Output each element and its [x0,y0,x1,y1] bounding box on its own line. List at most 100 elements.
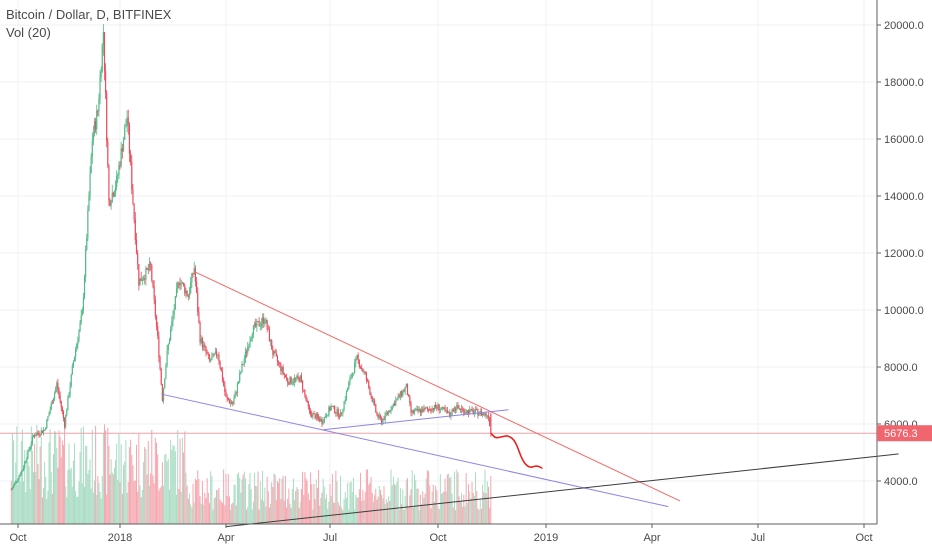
candle-body [168,340,171,345]
volume-bar [364,492,366,524]
candle-body [77,340,79,344]
candle-body [102,32,104,45]
volume-bar [490,476,492,524]
volume-bar [65,486,67,524]
candle-body [44,429,46,431]
volume-bar [276,480,278,524]
candle-body [213,353,215,355]
volume-bar [430,508,432,524]
volume-bar [453,471,455,524]
volume-bar [160,486,162,524]
volume-bar [240,492,242,524]
volume-bar [315,479,317,524]
volume-bar [184,431,186,524]
candle-body [122,139,125,152]
candle-body [447,412,450,414]
volume-bar [231,504,233,524]
volume-bar [50,472,52,524]
volume-bar [186,485,188,524]
volume-bar [409,495,411,524]
volume-bar [157,454,159,524]
volume-bar [487,486,489,524]
volume-bar [307,493,309,524]
volume-bar [259,481,261,524]
candle-body [453,408,456,412]
candle-body [47,416,49,420]
volume-bar [302,471,304,524]
candle-body [261,317,264,324]
volume-bar [244,478,246,524]
candle-body [342,409,344,414]
volume-bar [308,500,310,524]
volume-bar [19,481,21,524]
volume-bar [242,474,244,524]
candle-body [241,363,243,372]
candle-body [348,382,350,389]
candle-body [456,404,458,410]
candle-body [424,407,426,409]
candle-body [81,309,83,316]
candle-body [55,388,57,393]
volume-bar [260,499,262,524]
volume-bar [161,462,163,524]
volume-bar [459,502,461,524]
price-tick-label: 16000.0 [884,134,924,146]
candle-body [146,267,148,270]
candle-body [358,359,360,367]
volume-bar [144,446,146,524]
volume-bar [21,429,23,524]
volume-bar [101,476,103,524]
candle-body [11,487,14,490]
volume-bar [176,494,178,524]
candle-body [354,362,356,374]
candle-body [349,377,351,383]
volume-bar [321,492,323,524]
candle-body [411,410,413,413]
candle-body [236,383,239,393]
candle-body [204,344,206,347]
volume-bar [203,504,205,524]
candle-body [66,410,68,416]
volume-bar [480,508,482,524]
candle-body [220,367,222,372]
candle-body [368,381,370,388]
candle-body [274,351,276,354]
volume-bar [77,496,79,524]
volume-bar [137,491,139,524]
candle-body [59,395,61,401]
volume-bar [435,485,437,524]
candle-body [29,446,31,450]
candle-body [443,407,445,409]
candle-body [128,125,131,154]
candle-body [199,322,201,343]
candle-body [24,462,26,468]
candle-body [120,148,122,166]
candle-body [303,389,305,391]
candle-body [398,395,400,397]
candle-body [256,321,258,327]
price-tick-label: 4000.0 [884,476,918,488]
volume-bar [11,433,13,524]
volume-bar [466,502,468,524]
volume-bar [289,503,291,524]
candle-body [251,334,253,338]
volume-bar [333,502,335,524]
candle-body [206,352,208,354]
volume-bar [340,475,342,524]
candle-body [225,391,227,397]
volume-bar [414,474,416,524]
candle-body [211,356,213,361]
volume-bar [322,478,324,524]
candle-body [91,140,93,157]
candle-body [374,400,376,405]
candle-body [92,134,94,141]
candle-body [51,403,53,405]
volume-bar [91,429,93,524]
volume-bar [392,476,394,524]
candle-body [175,288,178,296]
candle-body [370,394,372,397]
volume-bar [106,494,108,524]
candle-body [405,383,407,388]
